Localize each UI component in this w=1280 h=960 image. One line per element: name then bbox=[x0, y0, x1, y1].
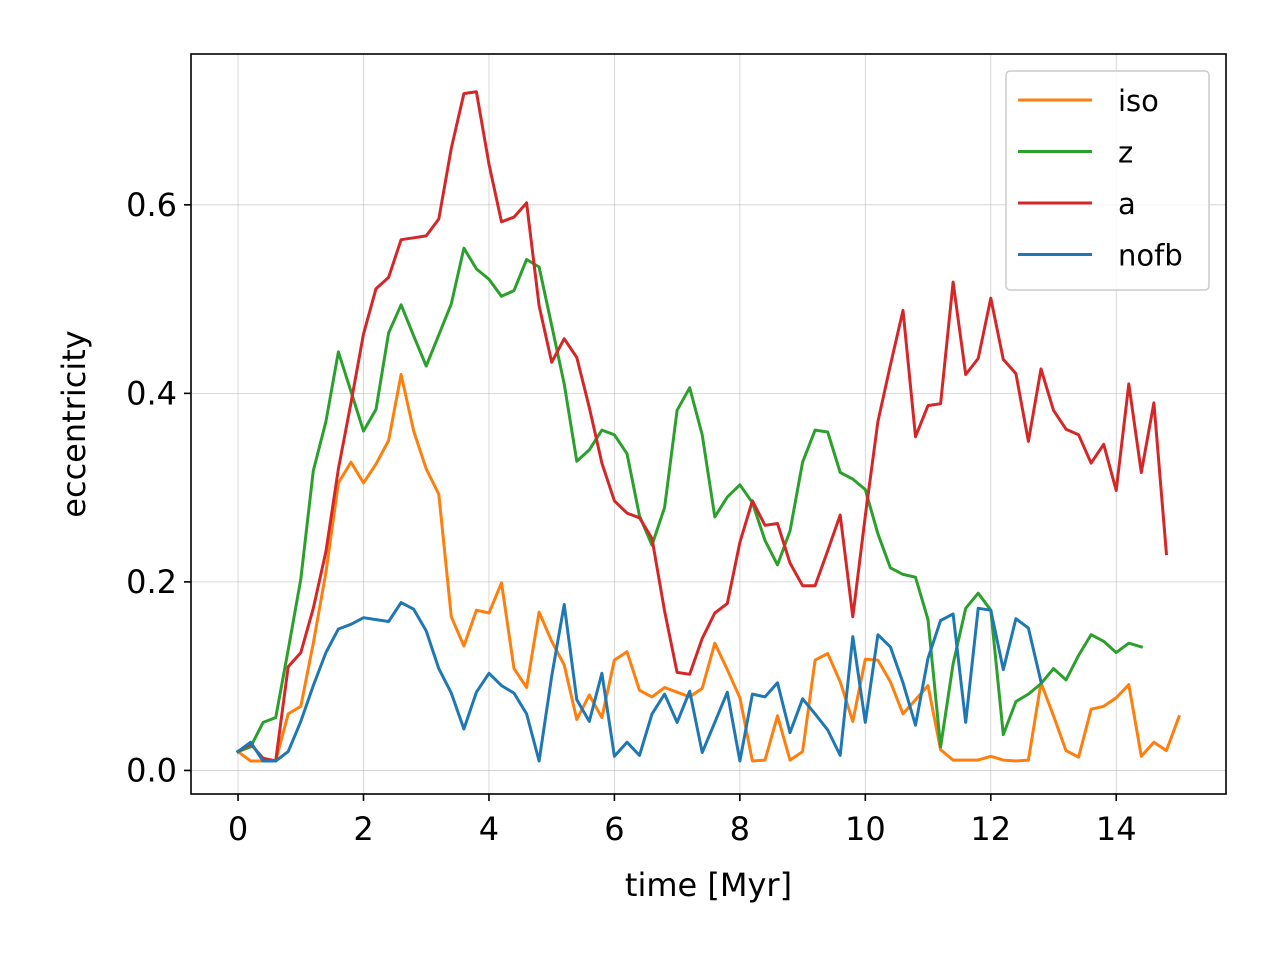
legend-label-a: a bbox=[1118, 187, 1136, 221]
x-axis-label: time [Myr] bbox=[625, 866, 792, 904]
x-tick-label: 12 bbox=[970, 810, 1011, 848]
x-tick-label: 6 bbox=[604, 810, 624, 848]
plot-area-frame bbox=[190, 53, 1227, 795]
legend-box bbox=[1005, 70, 1210, 291]
x-tick-label: 14 bbox=[1096, 810, 1137, 848]
series-line-iso bbox=[235, 373, 1181, 763]
x-tick-label: 0 bbox=[228, 810, 248, 848]
legend-label-z: z bbox=[1118, 136, 1133, 170]
legend-label-iso: iso bbox=[1118, 84, 1159, 118]
x-tick-label: 4 bbox=[479, 810, 499, 848]
x-tick-label: 10 bbox=[845, 810, 886, 848]
y-axis-label: eccentricity bbox=[55, 330, 93, 517]
y-tick-label: 0.0 bbox=[126, 751, 177, 789]
series-line-nofb bbox=[235, 601, 1043, 763]
series-line-a bbox=[235, 90, 1169, 763]
x-tick-label: 8 bbox=[730, 810, 750, 848]
x-tick-label: 2 bbox=[353, 810, 373, 848]
y-tick-label: 0.2 bbox=[126, 563, 177, 601]
legend: iso za nofb bbox=[1005, 70, 1210, 291]
y-tick-label: 0.6 bbox=[126, 186, 177, 224]
axis-ticks: 0 2 4 6 8 10 12 14 0.0 0.2 0.4 0.6 bbox=[126, 186, 1136, 848]
data-series bbox=[235, 90, 1181, 763]
legend-label-nofb: nofb bbox=[1118, 239, 1183, 273]
y-tick-label: 0.4 bbox=[126, 374, 177, 412]
